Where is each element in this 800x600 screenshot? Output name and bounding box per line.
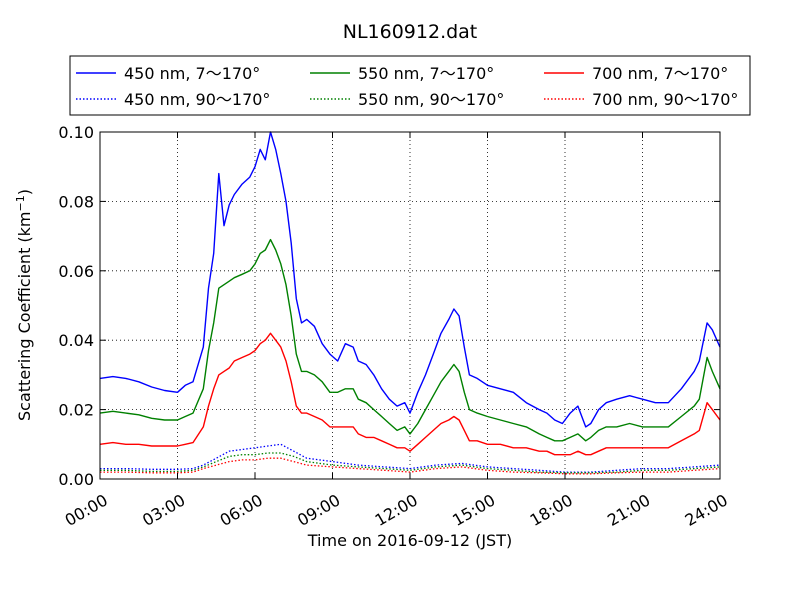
x-tick-label: 21:00 (604, 490, 653, 530)
series-line-5 (100, 457, 721, 475)
x-tick-label: 15:00 (449, 490, 498, 530)
series-line-0 (99, 131, 721, 428)
series-line-2 (99, 332, 721, 456)
y-axis-label: Scattering Coefficient (km−1) (14, 189, 34, 421)
x-tick-label: 00:00 (62, 490, 111, 530)
x-axis-ticks: 00:00 03:00 06:00 09:00 12:00 15:00 18:00 21:00… (62, 132, 731, 530)
legend: 450 nm, 7～170° 550 nm, 7～170° 700 nm, 7～17… (69, 55, 751, 116)
grid-lines (100, 132, 720, 479)
y-tick-label: 0.02 (58, 401, 94, 420)
x-tick-label: 03:00 (139, 490, 188, 530)
y-tick-label: 0.10 (58, 123, 94, 142)
legend-label: 550 nm, 90～170° (358, 90, 504, 109)
x-tick-label: 09:00 (294, 490, 343, 530)
x-tick-label: 18:00 (527, 490, 576, 530)
y-tick-label: 0.04 (58, 331, 94, 350)
x-tick-label: 06:00 (217, 490, 266, 530)
legend-label: 450 nm, 90～170° (124, 90, 270, 109)
series-line-1 (99, 238, 721, 442)
x-tick-label: 12:00 (372, 490, 421, 530)
series-line-3 (100, 443, 721, 473)
legend-label: 700 nm, 7～170° (592, 64, 728, 83)
y-tick-label: 0.06 (58, 262, 94, 281)
y-axis-ticks: 0.00 0.02 0.04 0.06 0.08 0.10 (58, 123, 720, 489)
x-tick-label: 24:00 (682, 490, 731, 530)
y-tick-label: 0.08 (58, 192, 94, 211)
chart-title: NL160912.dat (343, 21, 478, 43)
legend-label: 450 nm, 7～170° (124, 64, 260, 83)
y-axis-label-superscript: −1 (14, 195, 27, 211)
legend-label: 700 nm, 90～170° (592, 90, 738, 109)
y-tick-label: 0.00 (58, 470, 94, 489)
legend-label: 550 nm, 7～170° (358, 64, 494, 83)
series-line-4 (100, 452, 721, 474)
y-axis-label-close: ) (15, 189, 34, 195)
series-layer (99, 131, 721, 475)
x-axis-label: Time on 2016-09-12 (JST) (307, 531, 512, 550)
y-axis-label-text: Scattering Coefficient (km (15, 211, 34, 421)
legend-frame (69, 55, 751, 116)
